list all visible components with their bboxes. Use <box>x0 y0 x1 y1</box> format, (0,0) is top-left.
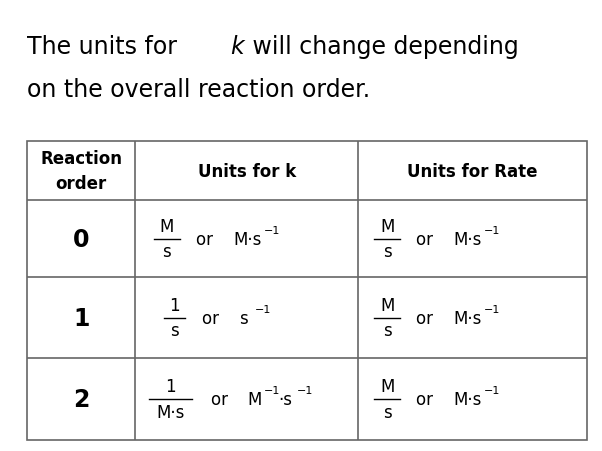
Text: −1: −1 <box>255 304 271 314</box>
Text: 1: 1 <box>165 377 176 396</box>
Text: −1: −1 <box>484 225 500 235</box>
Text: M·s: M·s <box>453 390 482 408</box>
Text: M: M <box>160 217 174 235</box>
Text: 1: 1 <box>169 296 180 314</box>
Text: s: s <box>383 322 391 340</box>
Text: The units for: The units for <box>27 35 185 60</box>
Text: −1: −1 <box>264 225 280 235</box>
Text: Units for k: Units for k <box>197 162 296 180</box>
Text: s: s <box>170 322 179 340</box>
Text: M: M <box>247 390 262 408</box>
Text: s: s <box>163 243 171 261</box>
Text: −1: −1 <box>484 304 500 314</box>
Text: −1: −1 <box>264 385 281 395</box>
Text: or: or <box>202 309 229 327</box>
Text: or: or <box>416 309 444 327</box>
Text: M: M <box>380 296 394 314</box>
Text: s: s <box>383 243 391 261</box>
Text: or: or <box>416 230 444 248</box>
Text: −1: −1 <box>484 385 500 395</box>
Text: M·s: M·s <box>233 230 261 248</box>
Text: 2: 2 <box>73 387 90 411</box>
Text: or: or <box>196 230 223 248</box>
Bar <box>27 142 587 440</box>
Text: M: M <box>380 217 394 235</box>
Text: ·s: ·s <box>279 390 293 408</box>
Text: will change depending: will change depending <box>245 35 519 60</box>
Text: s: s <box>383 403 391 421</box>
Text: M·s: M·s <box>453 309 482 327</box>
Text: or: or <box>416 390 444 408</box>
Text: Units for Rate: Units for Rate <box>408 162 538 180</box>
Text: −1: −1 <box>297 385 313 395</box>
Text: on the overall reaction order.: on the overall reaction order. <box>27 78 370 102</box>
Text: M·s: M·s <box>453 230 482 248</box>
Text: 1: 1 <box>73 306 90 330</box>
Text: 0: 0 <box>73 227 90 251</box>
Text: k: k <box>231 35 244 60</box>
Text: Reaction
order: Reaction order <box>40 150 122 193</box>
Text: s: s <box>239 309 248 327</box>
Text: M·s: M·s <box>156 403 185 421</box>
Text: M: M <box>380 377 394 396</box>
Text: or: or <box>211 390 239 408</box>
